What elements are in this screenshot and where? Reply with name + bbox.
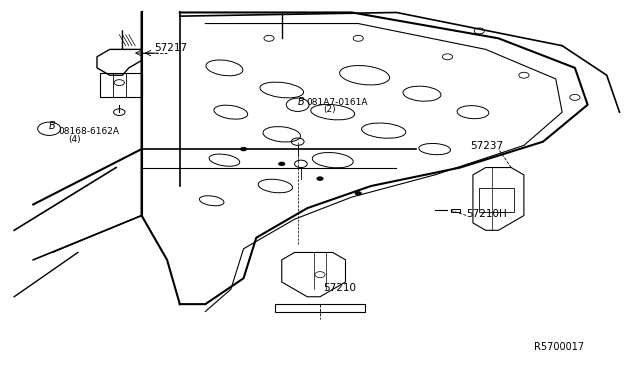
Text: B: B: [298, 97, 305, 107]
Polygon shape: [473, 167, 524, 230]
Text: 57210: 57210: [323, 283, 356, 293]
Text: R5700017: R5700017: [534, 342, 584, 352]
Text: 57237: 57237: [470, 141, 503, 151]
Text: (2): (2): [323, 105, 336, 114]
Text: 081A7-0161A: 081A7-0161A: [306, 98, 367, 107]
Polygon shape: [282, 253, 346, 297]
Text: B: B: [49, 121, 56, 131]
Bar: [479, 188, 515, 212]
Polygon shape: [275, 304, 365, 311]
Circle shape: [317, 177, 323, 180]
Text: 57217: 57217: [154, 42, 188, 52]
Circle shape: [355, 192, 362, 195]
Text: 57210H: 57210H: [467, 209, 508, 219]
Polygon shape: [451, 209, 460, 212]
Circle shape: [278, 162, 285, 166]
Text: 08168-6162A: 08168-6162A: [59, 127, 120, 136]
Bar: [100, 73, 141, 97]
Circle shape: [241, 147, 246, 151]
Text: (4): (4): [68, 135, 81, 144]
